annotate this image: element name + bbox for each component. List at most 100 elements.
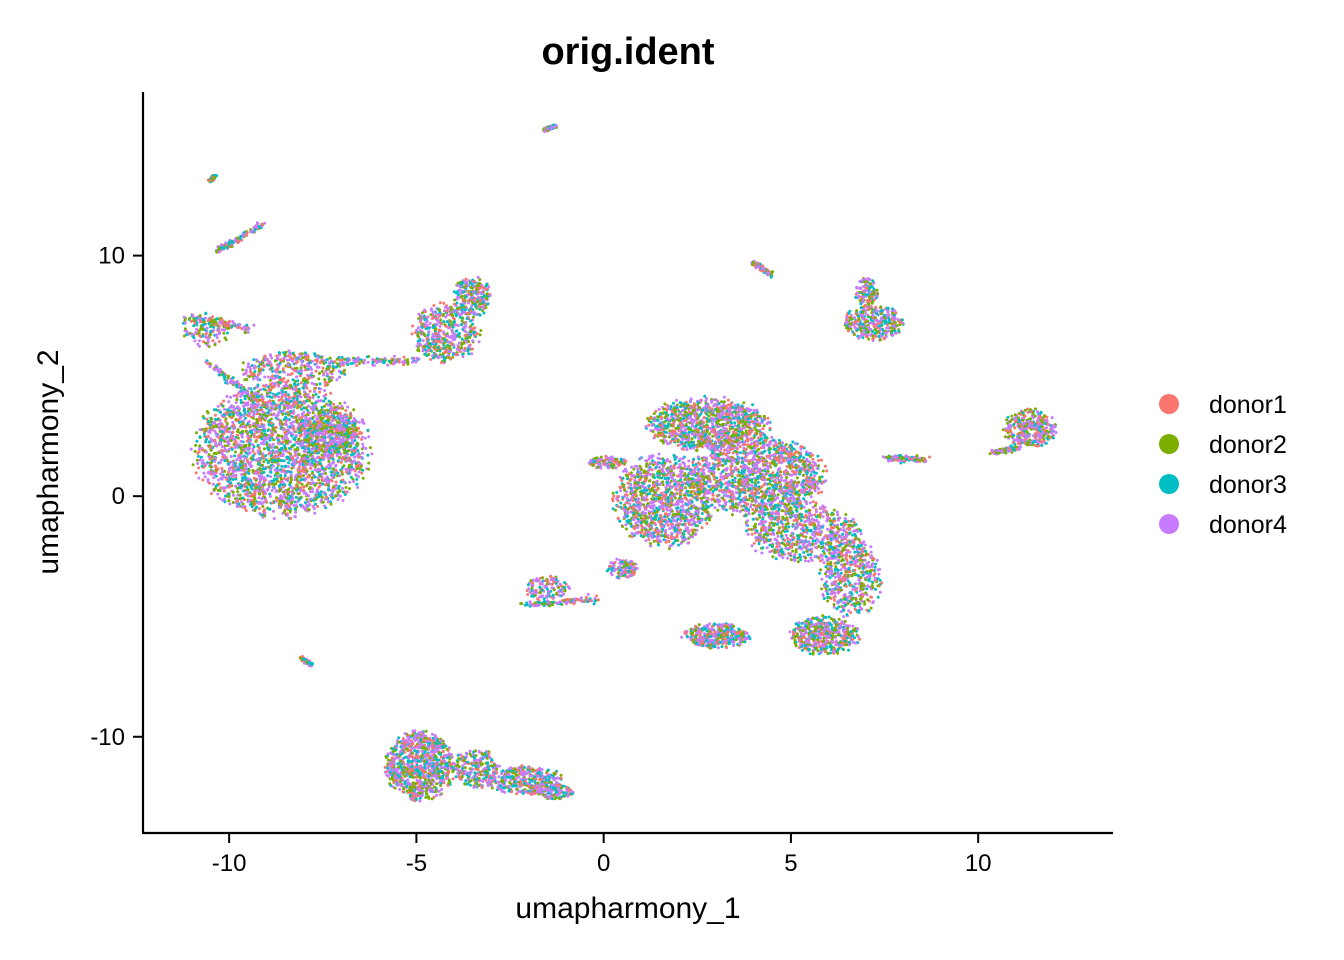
scatter-point xyxy=(279,451,283,455)
scatter-point xyxy=(204,440,208,444)
scatter-point xyxy=(485,287,488,291)
scatter-point xyxy=(459,323,463,327)
scatter-point xyxy=(661,439,665,443)
scatter-point xyxy=(256,443,260,447)
scatter-point xyxy=(331,461,335,465)
scatter-point xyxy=(314,497,318,501)
scatter-point xyxy=(262,413,266,417)
scatter-point xyxy=(444,324,448,328)
scatter-point xyxy=(248,439,252,443)
scatter-point xyxy=(234,411,238,414)
scatter-point xyxy=(461,307,464,311)
scatter-point xyxy=(197,476,201,480)
scatter-point xyxy=(350,436,353,439)
scatter-point xyxy=(293,401,297,405)
scatter-point xyxy=(662,420,666,424)
scatter-point xyxy=(338,489,342,493)
scatter-point xyxy=(711,434,715,438)
scatter-point xyxy=(299,369,303,373)
scatter-point xyxy=(293,515,297,519)
scatter-point xyxy=(245,439,249,443)
scatter-point xyxy=(417,326,421,330)
scatter-point xyxy=(348,444,352,448)
scatter-point xyxy=(274,426,278,429)
scatter-point xyxy=(317,377,321,381)
scatter-point xyxy=(470,304,474,308)
scatter-point xyxy=(342,480,346,484)
scatter-point xyxy=(198,435,202,439)
scatter-point xyxy=(705,429,709,433)
scatter-point xyxy=(342,423,346,427)
scatter-point xyxy=(229,434,233,438)
scatter-point xyxy=(294,358,298,362)
scatter-point xyxy=(227,468,231,471)
scatter-point xyxy=(435,322,439,326)
scatter-point xyxy=(366,453,370,457)
scatter-point xyxy=(352,408,356,412)
scatter-point xyxy=(217,478,221,482)
scatter-point xyxy=(194,443,198,447)
scatter-point xyxy=(236,442,240,446)
scatter-point xyxy=(264,500,268,504)
scatter-point xyxy=(219,486,223,490)
scatter-point xyxy=(460,295,463,299)
scatter-point xyxy=(242,468,246,472)
scatter-point xyxy=(352,446,356,450)
scatter-point xyxy=(308,421,312,425)
scatter-point xyxy=(282,370,286,374)
scatter-point xyxy=(239,439,243,443)
scatter-point xyxy=(296,406,300,410)
scatter-point xyxy=(249,502,252,506)
scatter-point xyxy=(272,385,276,389)
scatter-point xyxy=(429,308,433,312)
scatter-point xyxy=(428,322,432,326)
scatter-point xyxy=(308,396,312,400)
scatter-point xyxy=(466,349,470,353)
scatter-point xyxy=(721,422,725,426)
scatter-point xyxy=(357,475,360,479)
scatter-point xyxy=(248,407,252,411)
scatter-point xyxy=(308,443,312,447)
scatter-point xyxy=(438,324,442,328)
scatter-point xyxy=(258,371,262,375)
scatter-point xyxy=(471,339,475,343)
scatter-point xyxy=(276,479,280,483)
scatter-point xyxy=(478,313,482,317)
scatter-point xyxy=(425,324,429,328)
scatter-point xyxy=(452,337,456,341)
scatter-point xyxy=(228,430,232,434)
scatter-point xyxy=(327,499,330,503)
scatter-point xyxy=(210,439,214,443)
scatter-point xyxy=(348,456,351,460)
scatter-point xyxy=(235,394,239,398)
scatter-point xyxy=(210,417,214,421)
scatter-point xyxy=(268,378,272,382)
scatter-point xyxy=(247,420,251,424)
scatter-point xyxy=(344,486,348,489)
scatter-point xyxy=(321,472,325,476)
scatter-point xyxy=(351,424,355,428)
scatter-point xyxy=(314,424,318,428)
scatter-point xyxy=(256,395,260,399)
scatter-point xyxy=(271,464,275,468)
scatter-point xyxy=(290,404,294,408)
scatter-point xyxy=(271,459,275,463)
scatter-point xyxy=(338,406,342,410)
scatter-point xyxy=(309,490,312,494)
scatter-point xyxy=(227,427,231,431)
scatter-point xyxy=(463,346,467,350)
scatter-point xyxy=(352,480,356,484)
scatter-point xyxy=(211,315,214,319)
scatter-point xyxy=(442,355,446,359)
scatter-point xyxy=(302,485,306,489)
scatter-point xyxy=(298,405,302,409)
scatter-point xyxy=(313,354,317,358)
scatter-point xyxy=(476,299,480,303)
scatter-point xyxy=(320,405,324,409)
scatter-point xyxy=(297,400,301,404)
scatter-point xyxy=(313,475,317,479)
scatter-point xyxy=(217,340,221,343)
scatter-point xyxy=(298,497,302,500)
scatter-point xyxy=(206,471,210,475)
scatter-point xyxy=(671,419,675,422)
